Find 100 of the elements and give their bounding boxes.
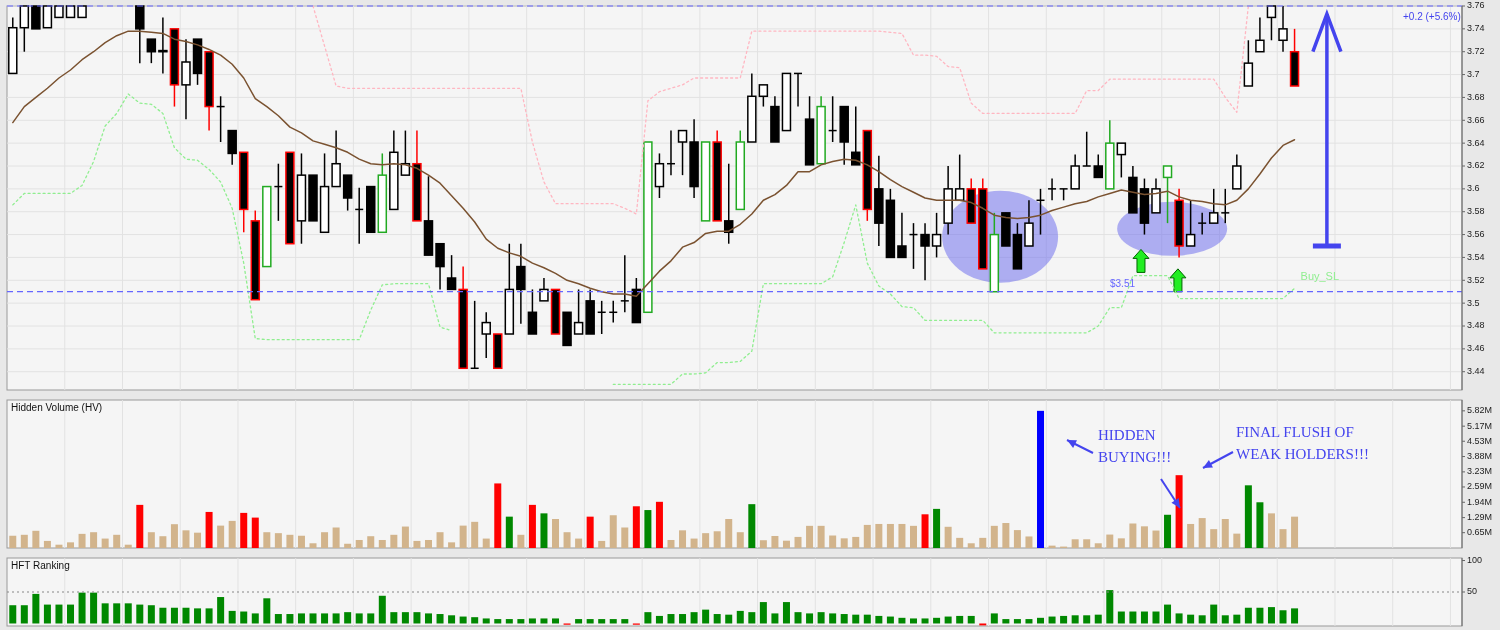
bar bbox=[1002, 619, 1010, 624]
y-tick-label: 5.82M bbox=[1467, 405, 1493, 416]
ref-line-label: $3.51 bbox=[1110, 277, 1136, 289]
bar bbox=[113, 603, 121, 624]
candlestick bbox=[1185, 199, 1196, 247]
bar bbox=[1267, 513, 1275, 548]
y-tick-label: 3.58 bbox=[1467, 206, 1485, 217]
bar bbox=[459, 525, 467, 548]
bar bbox=[1244, 607, 1252, 624]
candlestick bbox=[1047, 177, 1057, 202]
bar bbox=[401, 612, 409, 624]
bar bbox=[1291, 608, 1299, 624]
bar bbox=[436, 614, 444, 624]
bar bbox=[1071, 539, 1079, 548]
bar bbox=[194, 608, 202, 624]
bar bbox=[448, 542, 456, 548]
bar bbox=[863, 524, 871, 548]
bar bbox=[448, 615, 456, 624]
bar bbox=[205, 608, 213, 624]
bar bbox=[378, 595, 386, 624]
candlestick bbox=[1255, 16, 1265, 53]
bar bbox=[863, 614, 871, 624]
bar bbox=[667, 614, 675, 624]
bar bbox=[725, 519, 733, 548]
bar bbox=[875, 615, 883, 624]
chart-title: HFT Ranking bbox=[11, 560, 70, 571]
bar bbox=[1187, 523, 1195, 548]
bar bbox=[690, 538, 698, 548]
bar bbox=[1152, 611, 1160, 624]
candlestick bbox=[1197, 212, 1207, 236]
candlestick bbox=[331, 129, 341, 188]
bar bbox=[78, 592, 86, 624]
bar bbox=[1279, 610, 1287, 624]
bar bbox=[782, 540, 790, 548]
annotation: HIDDEN BUYING!!! bbox=[1098, 427, 1172, 465]
bar bbox=[494, 483, 502, 548]
bar bbox=[228, 520, 236, 548]
bar bbox=[55, 544, 63, 548]
candlestick bbox=[135, 5, 145, 64]
bar bbox=[1198, 615, 1206, 624]
candlestick bbox=[527, 288, 538, 335]
bar bbox=[170, 607, 178, 624]
bar bbox=[159, 607, 167, 624]
candlestick bbox=[1116, 142, 1127, 179]
candlestick bbox=[1024, 199, 1034, 247]
candlestick bbox=[181, 38, 191, 120]
bar bbox=[1256, 502, 1264, 548]
bar bbox=[124, 603, 132, 624]
bar bbox=[898, 523, 906, 548]
bar bbox=[586, 619, 594, 624]
bar bbox=[679, 530, 687, 548]
bar bbox=[321, 532, 329, 548]
bar bbox=[644, 612, 652, 624]
bar bbox=[1210, 529, 1218, 548]
line-series bbox=[312, 5, 1250, 215]
bar bbox=[482, 538, 490, 548]
bar bbox=[286, 534, 294, 548]
bar bbox=[702, 533, 710, 548]
candlestick bbox=[1081, 130, 1092, 167]
bar bbox=[240, 611, 248, 624]
bar bbox=[1164, 604, 1172, 624]
bar bbox=[1140, 526, 1148, 548]
bar bbox=[967, 615, 975, 624]
bar bbox=[586, 516, 594, 548]
bar bbox=[528, 618, 536, 624]
bar bbox=[78, 533, 86, 548]
bar bbox=[228, 610, 236, 624]
bar bbox=[494, 619, 502, 624]
candlestick bbox=[342, 174, 353, 212]
bar bbox=[240, 512, 248, 548]
series-label: Buy_SL bbox=[1300, 270, 1340, 283]
bar bbox=[609, 515, 617, 548]
bar bbox=[505, 516, 513, 548]
candlestick bbox=[446, 254, 457, 291]
candlestick bbox=[539, 277, 549, 302]
bar bbox=[517, 619, 525, 624]
bar bbox=[344, 543, 352, 548]
bar bbox=[1140, 611, 1148, 624]
y-tick-label: 3.62 bbox=[1467, 160, 1485, 171]
bar bbox=[540, 618, 548, 624]
bar bbox=[101, 538, 109, 548]
bar bbox=[182, 530, 190, 548]
bar bbox=[9, 605, 17, 624]
y-tick-label: 1.94M bbox=[1467, 496, 1493, 507]
bar bbox=[1037, 410, 1045, 548]
bar bbox=[679, 614, 687, 624]
bar bbox=[840, 614, 848, 624]
bar bbox=[251, 517, 259, 548]
bar bbox=[817, 612, 825, 624]
bar bbox=[147, 532, 155, 548]
candlestick bbox=[146, 38, 157, 64]
candlestick bbox=[654, 152, 665, 199]
candlestick bbox=[920, 222, 930, 282]
bar bbox=[32, 530, 40, 548]
bar bbox=[552, 519, 560, 548]
bar bbox=[101, 603, 109, 624]
y-tick-label: 50 bbox=[1467, 586, 1478, 597]
bar bbox=[1233, 614, 1241, 624]
y-tick-label: 3.72 bbox=[1467, 46, 1485, 57]
bar bbox=[1187, 614, 1195, 624]
